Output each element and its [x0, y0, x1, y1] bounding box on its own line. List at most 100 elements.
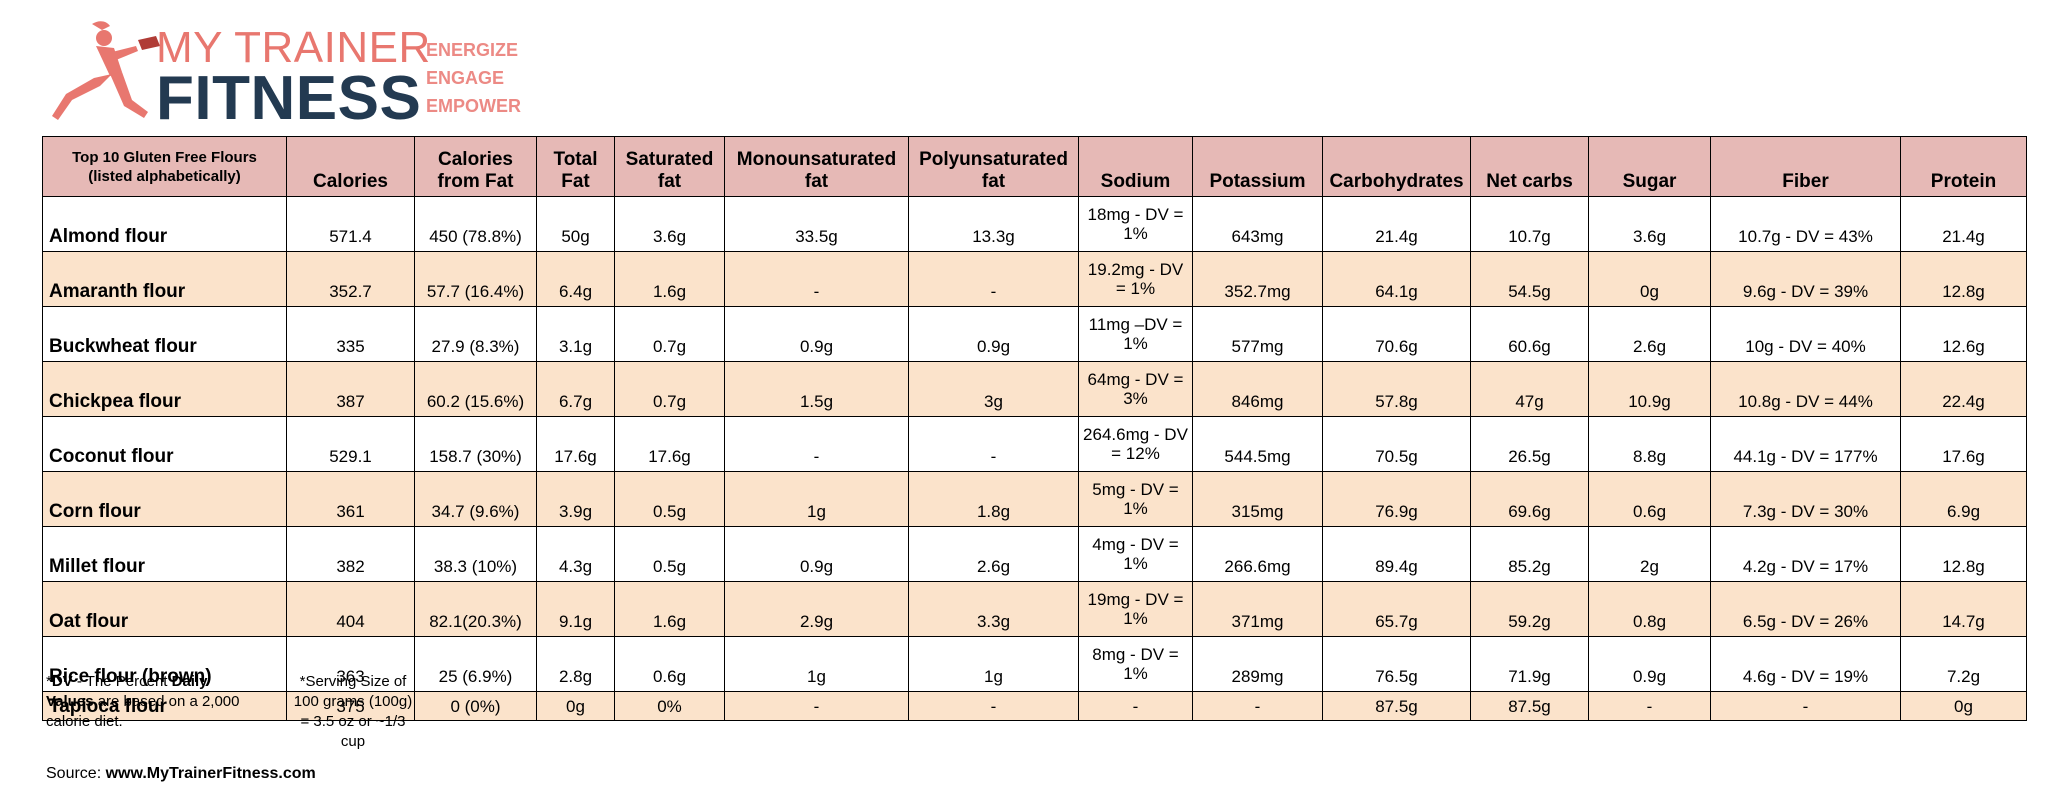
table-cell: 60.6g — [1470, 306, 1589, 362]
dv-footnote: *DV - The Percent Daily Values are based… — [46, 672, 256, 732]
table-cell: 1.6g — [614, 251, 725, 307]
table-cell: 404 — [286, 581, 415, 637]
table-cell: - — [908, 691, 1079, 721]
table-cell: 3.6g — [1588, 196, 1711, 252]
table-cell: 13.3g — [908, 196, 1079, 252]
table-cell: 4.3g — [536, 526, 615, 582]
table-cell: 2g — [1588, 526, 1711, 582]
table-cell: 10.8g - DV = 44% — [1710, 361, 1901, 417]
flour-name-cell: Rice flour (brown) — [42, 636, 287, 692]
table-cell: 0g — [1900, 691, 2027, 721]
table-cell: 0g — [536, 691, 615, 721]
brand-logo: MY TRAINER FITNESS ENERGIZE ENGAGE EMPOW… — [52, 16, 572, 130]
table-row: Chickpea flour 387 60.2 (15.6%) 6.7g 0.7g 1.5… — [42, 361, 2027, 417]
sodium-cell: 19.2mg - DV = 1% — [1078, 251, 1193, 307]
table-header-cell: Saturated fat — [614, 136, 725, 197]
table-cell: 26.5g — [1470, 416, 1589, 472]
flour-name-cell: Millet flour — [42, 526, 287, 582]
source-label: Source: — [46, 765, 106, 782]
table-cell: 0.9g — [724, 526, 909, 582]
source-url: www.MyTrainerFitness.com — [105, 765, 316, 782]
table-cell: 0.5g — [614, 471, 725, 527]
table-header-cell: Net carbs — [1470, 136, 1589, 197]
table-cell: 70.6g — [1322, 306, 1471, 362]
table-cell: 1g — [724, 471, 909, 527]
table-cell: 7.2g — [1900, 636, 2027, 692]
table-row: Corn flour 361 34.7 (9.6%) 3.9g 0.5g 1g 1.8g 5m… — [42, 471, 2027, 527]
table-cell: 89.4g — [1322, 526, 1471, 582]
table-cell: 2.8g — [536, 636, 615, 692]
table-cell: 544.5mg — [1192, 416, 1323, 472]
table-cell: 17.6g — [1900, 416, 2027, 472]
table-cell: 9.6g - DV = 39% — [1710, 251, 1901, 307]
tagline-word: ENERGIZE — [426, 40, 519, 60]
table-cell: 9.1g — [536, 581, 615, 637]
table-cell: 44.1g - DV = 177% — [1710, 416, 1901, 472]
flour-name-cell: Tapioca flour — [42, 691, 287, 721]
table-cell: 0.6g — [1588, 471, 1711, 527]
table-header-cell: Carbohydrates — [1322, 136, 1471, 197]
table-cell: 335 — [286, 306, 415, 362]
table-cell: 1g — [908, 636, 1079, 692]
table-cell: 352.7mg — [1192, 251, 1323, 307]
table-cell: 65.7g — [1322, 581, 1471, 637]
sodium-cell: 11mg –DV = 1% — [1078, 306, 1193, 362]
footnote-text: - The Percent — [72, 673, 172, 690]
table-cell: 0g — [1588, 251, 1711, 307]
table-cell: 1.8g — [908, 471, 1079, 527]
table-cell: 76.5g — [1322, 636, 1471, 692]
table-cell: 529.1 — [286, 416, 415, 472]
table-cell: 6.5g - DV = 26% — [1710, 581, 1901, 637]
footnote-dv-term: DV — [51, 673, 73, 690]
table-cell: 375 — [286, 691, 415, 721]
table-cell: 10.9g — [1588, 361, 1711, 417]
table-row: Almond flour 571.4 450 (78.8%) 50g 3.6g 33.5g… — [42, 196, 2027, 252]
table-header-cell: Monounsaturated fat — [724, 136, 909, 197]
flour-name-cell: Chickpea flour — [42, 361, 287, 417]
table-cell: 450 (78.8%) — [414, 196, 537, 252]
footnote-daily-values: Daily Values — [46, 673, 208, 710]
table-cell: 70.5g — [1322, 416, 1471, 472]
table-header-cell: Sugar — [1588, 136, 1711, 197]
table-cell: 3.6g — [614, 196, 725, 252]
table-cell: 0.5g — [614, 526, 725, 582]
table-cell: 371mg — [1192, 581, 1323, 637]
table-cell: 4.6g - DV = 19% — [1710, 636, 1901, 692]
table-cell: 361 — [286, 471, 415, 527]
flour-name-cell: Corn flour — [42, 471, 287, 527]
table-cell: 12.8g — [1900, 251, 2027, 307]
table-cell: 315mg — [1192, 471, 1323, 527]
table-row: Coconut flour 529.1 158.7 (30%) 17.6g 17.6g -… — [42, 416, 2027, 472]
table-cell: 1.6g — [614, 581, 725, 637]
table-cell: 6.7g — [536, 361, 615, 417]
table-cell: 27.9 (8.3%) — [414, 306, 537, 362]
source-line: Source: www.MyTrainerFitness.com — [46, 764, 316, 784]
table-cell: 71.9g — [1470, 636, 1589, 692]
table-cell: 289mg — [1192, 636, 1323, 692]
table-cell: 33.5g — [724, 196, 909, 252]
table-cell: 22.4g — [1900, 361, 2027, 417]
flour-name-cell: Almond flour — [42, 196, 287, 252]
table-cell: 0.8g — [1588, 581, 1711, 637]
table-cell: 12.8g — [1900, 526, 2027, 582]
sodium-cell: 18mg - DV = 1% — [1078, 196, 1193, 252]
table-row: Amaranth flour 352.7 57.7 (16.4%) 6.4g 1.6g -… — [42, 251, 2027, 307]
table-cell: 76.9g — [1322, 471, 1471, 527]
table-subtitle: (listed alphabetically) — [88, 167, 241, 185]
table-header-cell: Total Fat — [536, 136, 615, 197]
table-cell: - — [908, 251, 1079, 307]
table-cell: 3.1g — [536, 306, 615, 362]
table-cell: 0.7g — [614, 306, 725, 362]
table-cell: 266.6mg — [1192, 526, 1323, 582]
table-cell: - — [724, 251, 909, 307]
table-cell: 2.6g — [908, 526, 1079, 582]
table-cell: 69.6g — [1470, 471, 1589, 527]
sodium-cell: 19mg - DV = 1% — [1078, 581, 1193, 637]
sodium-cell: 264.6mg - DV = 12% — [1078, 416, 1193, 472]
table-cell: 2.9g — [724, 581, 909, 637]
table-header-cell: Potassium — [1192, 136, 1323, 197]
table-cell: 54.5g — [1470, 251, 1589, 307]
table-cell: 59.2g — [1470, 581, 1589, 637]
table-cell: 4.2g - DV = 17% — [1710, 526, 1901, 582]
table-header-cell: Fiber — [1710, 136, 1901, 197]
